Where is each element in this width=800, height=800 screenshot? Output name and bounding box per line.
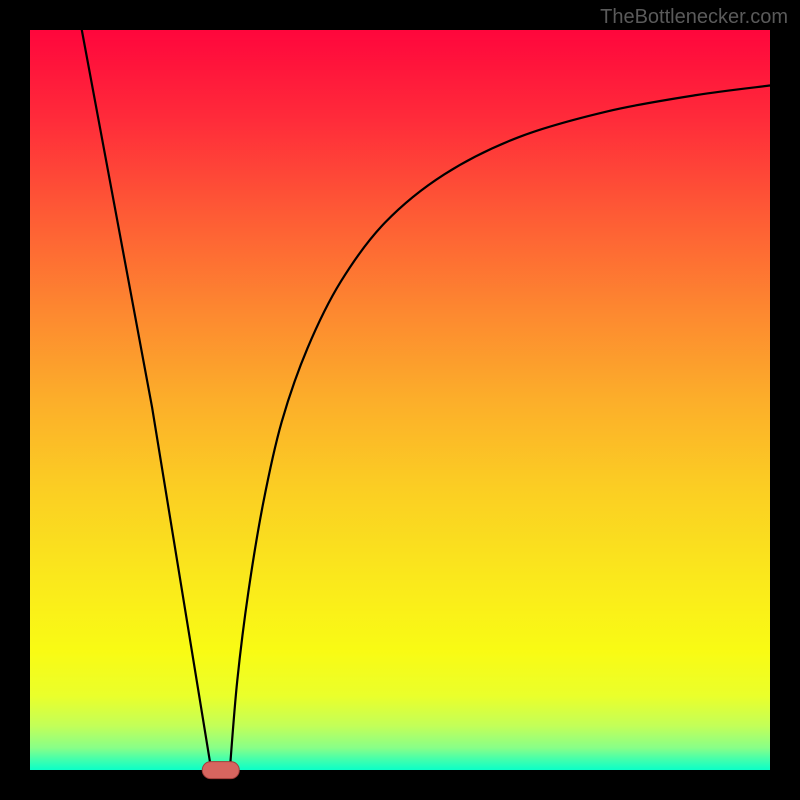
minimum-marker — [202, 761, 240, 779]
watermark-text: TheBottlenecker.com — [600, 6, 788, 29]
gradient-background — [30, 30, 770, 770]
bottleneck-chart: TheBottlenecker.com — [0, 0, 800, 800]
